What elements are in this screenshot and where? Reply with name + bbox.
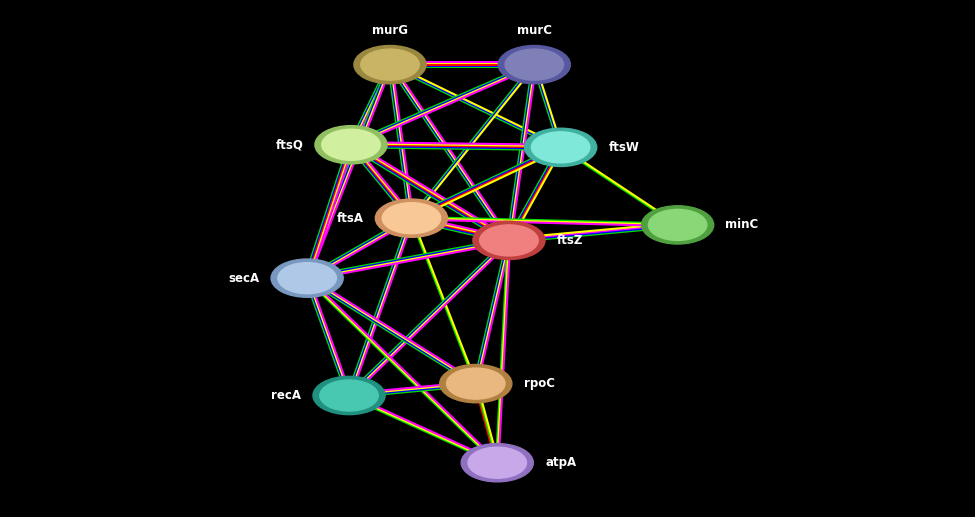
Circle shape (313, 376, 385, 415)
Circle shape (531, 132, 590, 163)
Text: ftsZ: ftsZ (557, 234, 583, 247)
Circle shape (375, 199, 448, 237)
Circle shape (315, 126, 387, 164)
Circle shape (271, 259, 343, 297)
Text: murG: murG (372, 24, 408, 37)
Text: rpoC: rpoC (524, 377, 555, 390)
Circle shape (461, 444, 533, 482)
Circle shape (447, 368, 505, 399)
Text: ftsQ: ftsQ (275, 138, 303, 151)
Circle shape (468, 447, 526, 478)
Circle shape (361, 49, 419, 80)
Text: minC: minC (725, 218, 759, 232)
Text: ftsW: ftsW (608, 141, 640, 154)
Text: recA: recA (271, 389, 301, 402)
Circle shape (498, 45, 570, 84)
Circle shape (473, 221, 545, 260)
Circle shape (320, 380, 378, 411)
Circle shape (278, 263, 336, 294)
Text: ftsA: ftsA (336, 211, 364, 225)
Text: murC: murC (517, 24, 552, 37)
Circle shape (382, 203, 441, 234)
Circle shape (642, 206, 714, 244)
Text: secA: secA (228, 271, 259, 285)
Text: atpA: atpA (545, 456, 576, 469)
Circle shape (440, 364, 512, 403)
Circle shape (480, 225, 538, 256)
Circle shape (322, 129, 380, 160)
Circle shape (505, 49, 564, 80)
Circle shape (525, 128, 597, 166)
Circle shape (648, 209, 707, 240)
Circle shape (354, 45, 426, 84)
